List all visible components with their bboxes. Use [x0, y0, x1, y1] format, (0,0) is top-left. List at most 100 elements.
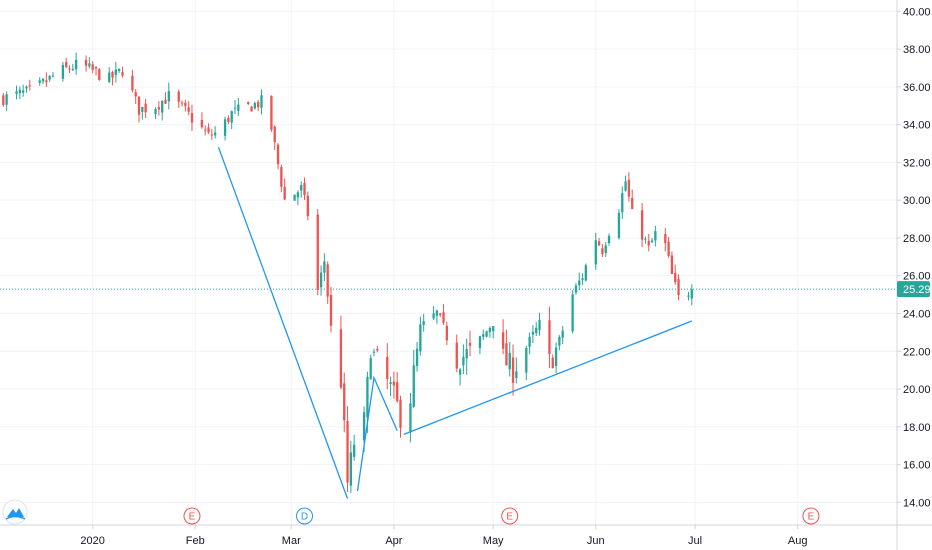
candle-body[interactable] [578, 280, 581, 286]
candle-body[interactable] [654, 230, 657, 241]
candle-body[interactable] [492, 326, 495, 332]
candle-body[interactable] [617, 212, 621, 238]
candle-body[interactable] [94, 67, 98, 69]
candle-body[interactable] [409, 403, 412, 432]
candle-body[interactable] [664, 234, 667, 244]
candle-body[interactable] [399, 399, 402, 428]
candle-body[interactable] [15, 91, 18, 94]
candle-body[interactable] [548, 320, 551, 354]
candle-body[interactable] [167, 91, 170, 102]
candle-body[interactable] [690, 289, 693, 299]
candle-body[interactable] [161, 101, 164, 113]
candle-body[interactable] [91, 64, 94, 70]
candle-body[interactable] [594, 240, 597, 265]
candle-body[interactable] [353, 444, 356, 457]
candle-body[interactable] [280, 167, 283, 187]
candle-body[interactable] [419, 324, 422, 352]
candle-body[interactable] [296, 192, 300, 198]
candle-body[interactable] [204, 129, 207, 131]
candle-body[interactable] [528, 336, 531, 347]
candle-body[interactable] [392, 381, 396, 386]
candle-body[interactable] [48, 75, 51, 80]
candle-body[interactable] [607, 235, 611, 244]
candle-body[interactable] [561, 330, 564, 338]
candle-body[interactable] [515, 371, 518, 378]
candle-body[interactable] [5, 94, 8, 105]
candle-body[interactable] [432, 313, 435, 319]
tradingview-logo[interactable] [2, 499, 28, 525]
candle-body[interactable] [247, 101, 250, 104]
candle-body[interactable] [323, 261, 326, 273]
trendline[interactable] [356, 375, 398, 492]
candle-body[interactable] [157, 107, 161, 110]
candle-body[interactable] [28, 85, 31, 87]
candle-body[interactable] [187, 107, 190, 112]
candle-body[interactable] [144, 103, 147, 113]
dividend-marker[interactable]: D [296, 507, 314, 525]
candle-body[interactable] [604, 245, 607, 254]
trendline[interactable] [403, 320, 693, 436]
candle-body[interactable] [300, 185, 303, 191]
candle-body[interactable] [237, 104, 240, 111]
candle-body[interactable] [207, 127, 210, 133]
candle-body[interactable] [177, 91, 180, 102]
candle-body[interactable] [501, 332, 505, 349]
candle-body[interactable] [74, 59, 78, 70]
candle-body[interactable] [257, 101, 260, 108]
candle-body[interactable] [180, 102, 184, 104]
candle-body[interactable] [121, 72, 124, 76]
candle-body[interactable] [253, 103, 257, 109]
candle-body[interactable] [366, 376, 369, 418]
candle-body[interactable] [627, 179, 631, 197]
candle-body[interactable] [233, 107, 237, 109]
candle-body[interactable] [164, 99, 167, 104]
candle-body[interactable] [458, 369, 462, 375]
candle-body[interactable] [369, 358, 372, 380]
candle-body[interactable] [210, 134, 213, 136]
candle-body[interactable] [415, 348, 419, 367]
candle-body[interactable] [442, 312, 445, 323]
candle-body[interactable] [478, 336, 482, 349]
candle-body[interactable] [362, 412, 366, 441]
candle-body[interactable] [674, 272, 677, 283]
candle-body[interactable] [465, 349, 468, 359]
candle-body[interactable] [647, 240, 650, 246]
candle-body[interactable] [412, 365, 415, 407]
candle-body[interactable] [339, 329, 343, 388]
candle-body[interactable] [677, 279, 680, 296]
candle-body[interactable] [531, 331, 535, 335]
candle-body[interactable] [505, 343, 508, 366]
candle-body[interactable] [61, 64, 65, 79]
candle-body[interactable] [108, 72, 111, 82]
candle-body[interactable] [316, 214, 319, 290]
candle-body[interactable] [667, 241, 670, 256]
candle-body[interactable] [584, 265, 588, 281]
candle-body[interactable] [184, 102, 187, 107]
candle-body[interactable] [349, 452, 353, 486]
candle-body[interactable] [134, 92, 137, 97]
candle-body[interactable] [22, 90, 25, 93]
candle-body[interactable] [137, 96, 141, 115]
candle-body[interactable] [329, 294, 333, 326]
candle-body[interactable] [200, 120, 204, 128]
candle-body[interactable] [386, 357, 389, 379]
candle-body[interactable] [551, 357, 554, 369]
candle-body[interactable] [488, 328, 492, 333]
candle-body[interactable] [283, 186, 286, 200]
earnings-marker[interactable]: E [183, 507, 201, 525]
candle-body[interactable] [508, 352, 511, 370]
candle-body[interactable] [597, 241, 601, 246]
candle-body[interactable] [650, 240, 654, 243]
candle-body[interactable] [2, 95, 5, 105]
candle-body[interactable] [372, 351, 376, 353]
trendlines[interactable] [217, 147, 693, 499]
candle-body[interactable] [71, 69, 74, 71]
candle-body[interactable] [574, 285, 578, 293]
candle-body[interactable] [343, 383, 346, 421]
candle-body[interactable] [462, 356, 465, 366]
candle-body[interactable] [455, 342, 458, 369]
candle-body[interactable] [88, 63, 91, 67]
event-marker-circle[interactable] [802, 507, 820, 525]
event-marker-circle[interactable] [501, 507, 519, 525]
candle-body[interactable] [141, 106, 144, 112]
